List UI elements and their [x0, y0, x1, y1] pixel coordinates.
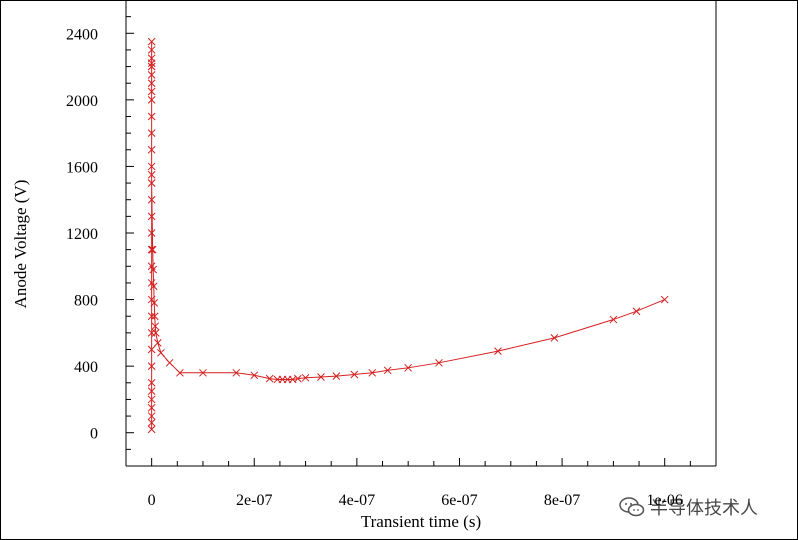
- data-point: [147, 87, 156, 96]
- data-point: [151, 329, 160, 337]
- data-point: [150, 299, 159, 307]
- data-point: [147, 245, 156, 254]
- data-point: [147, 71, 156, 79]
- data-point: [147, 295, 156, 304]
- data-point: [550, 333, 559, 342]
- data-point: [147, 170, 156, 179]
- data-point: [632, 307, 641, 316]
- data-point: [147, 96, 156, 104]
- watermark-text: 半导体技术人: [650, 498, 758, 519]
- data-point: [350, 370, 359, 379]
- data-point: [301, 373, 310, 382]
- data-point: [147, 62, 156, 71]
- data-point: [147, 312, 156, 321]
- x-tick-label: 8e-07: [544, 492, 580, 509]
- wechat-icon: [619, 497, 645, 517]
- watermark: 半导体技术人: [618, 494, 758, 520]
- y-tick-label: 1200: [66, 226, 98, 243]
- data-point: [265, 374, 274, 383]
- data-point: [147, 418, 156, 427]
- data-point: [494, 347, 502, 356]
- data-point: [147, 279, 156, 287]
- x-axis: 0 2e-07 4e-07 6e-07 8e-07 1e-06: [125, 458, 717, 509]
- data-point: [147, 79, 156, 88]
- x-tick-label: 2e-07: [236, 492, 272, 509]
- data-series: [147, 37, 669, 434]
- data-point: [147, 129, 156, 137]
- data-point: [147, 395, 156, 404]
- data-point: [317, 373, 325, 381]
- data-point: [232, 368, 241, 377]
- data-point: [147, 54, 156, 63]
- data-point: [332, 372, 341, 380]
- x-tick-label: 0: [148, 492, 156, 509]
- data-point: [383, 366, 392, 375]
- data-point: [404, 363, 413, 372]
- data-point: [368, 368, 377, 377]
- data-point: [147, 362, 156, 370]
- data-point: [294, 374, 302, 383]
- data-point: [147, 46, 156, 54]
- series-line: [151, 41, 665, 430]
- data-point: [660, 295, 669, 304]
- data-point: [147, 403, 156, 412]
- data-point: [147, 412, 156, 420]
- x-tick-label: 1e-06: [646, 492, 682, 509]
- data-point: [147, 112, 156, 121]
- data-point: [609, 315, 618, 324]
- data-point: [165, 358, 174, 367]
- y-tick-label: 0: [90, 426, 98, 443]
- data-point: [147, 229, 156, 237]
- data-point: [147, 425, 156, 434]
- data-point: [149, 282, 158, 291]
- data-point: [176, 368, 184, 377]
- data-point: [147, 37, 156, 46]
- data-point: [147, 387, 156, 395]
- data-point: [250, 371, 259, 380]
- data-point: [147, 179, 156, 187]
- data-point: [199, 368, 207, 377]
- data-point: [147, 195, 156, 204]
- data-point: [151, 322, 160, 331]
- data-point: [147, 378, 156, 387]
- data-point: [148, 245, 157, 254]
- data-point: [149, 265, 158, 274]
- data-point: [157, 348, 165, 357]
- x-tick-label: 4e-07: [339, 492, 375, 509]
- y-axis-label: Anode Voltage (V): [11, 180, 30, 309]
- x-tick-label: 6e-07: [441, 492, 477, 509]
- y-tick-label: 400: [74, 359, 98, 376]
- y-tick-label: 1600: [66, 159, 98, 176]
- data-point: [147, 345, 156, 354]
- plot-area: [125, 0, 717, 467]
- data-point: [147, 162, 156, 171]
- y-tick-label: 2000: [66, 93, 98, 110]
- y-tick-label: 800: [74, 293, 98, 310]
- data-point: [150, 312, 159, 321]
- data-point: [153, 338, 162, 347]
- x-axis-label: Transient time (s): [361, 512, 481, 531]
- data-point: [435, 358, 443, 367]
- data-point: [147, 145, 156, 154]
- data-point: [147, 212, 156, 221]
- y-tick-label: 2400: [66, 26, 98, 43]
- y-axis: 0 400 800 1200 1600 2000 2400: [66, 0, 134, 467]
